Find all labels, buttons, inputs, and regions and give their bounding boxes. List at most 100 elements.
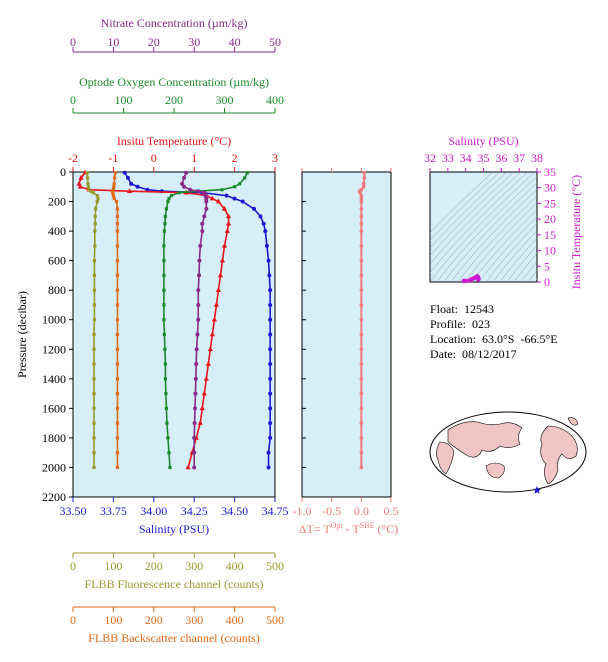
oxygen-data-point xyxy=(162,332,167,337)
ts-temperature-tick-label: 5 xyxy=(544,259,550,273)
temperature-data-point xyxy=(221,205,228,211)
fluorescence-data-point xyxy=(92,318,97,322)
temperature-data-point xyxy=(209,331,215,337)
delta-t-plot-area xyxy=(301,171,392,498)
temperature-tick-label: -1 xyxy=(108,151,118,165)
salinity-data-point xyxy=(125,175,130,180)
temperature-data-point xyxy=(205,361,211,366)
salinity-data-point xyxy=(135,184,140,189)
delta-t-axis-title: ΔT= TOpt - TSBE (°C) xyxy=(299,521,399,536)
delta-t-data-point xyxy=(359,193,364,198)
salinity-tick-label: 34.25 xyxy=(181,504,208,518)
salinity-data-point xyxy=(266,258,271,263)
temperature-data-point xyxy=(78,174,84,180)
temperature-tick-label: 1 xyxy=(191,151,197,165)
fluorescence-tick-label: 100 xyxy=(104,559,122,573)
oxygen-data-point xyxy=(162,288,166,292)
fluorescence-data-point xyxy=(85,176,90,180)
oxygen-data-point xyxy=(166,199,170,204)
backscatter-data-point xyxy=(115,244,120,248)
oxygen-data-point xyxy=(177,191,181,195)
fluorescence-data-point xyxy=(86,185,90,189)
salinity-tick-label: 33.75 xyxy=(100,504,127,518)
nitrate-data-point xyxy=(193,391,198,396)
temperature-data-point xyxy=(221,242,228,248)
backscatter-data-point xyxy=(115,362,120,366)
delta-t-data-point xyxy=(359,229,364,233)
oxygen-data-point xyxy=(163,377,168,381)
salinity-data-point xyxy=(266,450,271,455)
ts-salinity-tick-label: 34 xyxy=(460,151,472,165)
temperature-data-point xyxy=(197,420,203,425)
fluorescence-data-point xyxy=(89,189,93,193)
fluorescence-tick-label: 300 xyxy=(185,559,203,573)
map-landmass-eurasia xyxy=(447,421,523,458)
pressure-tick-label: 800 xyxy=(48,283,66,297)
delta-t-data-point xyxy=(361,182,366,186)
location-map xyxy=(429,411,587,494)
delta-t-data-point xyxy=(358,190,362,195)
backscatter-data-point xyxy=(113,176,117,180)
nitrate-tick-label: 50 xyxy=(269,35,281,49)
temperature-data-point xyxy=(219,257,226,263)
salinity-tick-label: 33.50 xyxy=(60,504,87,518)
fluorescence-data-point xyxy=(93,229,97,233)
ts-temperature-title: Insitu Temperature (°C) xyxy=(569,175,583,289)
fluorescence-data-point xyxy=(96,196,100,201)
fluorescence-data-point xyxy=(87,188,91,192)
nitrate-data-point xyxy=(193,376,198,381)
salinity-series-line xyxy=(124,172,271,468)
fluorescence-data-point xyxy=(92,259,97,263)
ts-temperature-tick-label: 15 xyxy=(544,228,556,242)
temperature-tick-label: 2 xyxy=(232,151,238,165)
temperature-data-point xyxy=(225,213,232,219)
backscatter-data-point xyxy=(115,199,119,204)
backscatter-tick-label: 400 xyxy=(226,613,244,627)
delta-t-tick-label: -0.5 xyxy=(322,504,341,518)
fluorescence-data-point xyxy=(94,207,98,211)
oxygen-data-point xyxy=(168,465,172,470)
backscatter-tick-label: 300 xyxy=(185,613,203,627)
nitrate-data-point xyxy=(198,243,203,248)
ts-salinity-tick-label: 32 xyxy=(424,151,436,165)
oxygen-tick-label: 100 xyxy=(115,93,133,107)
fluorescence-tick-label: 500 xyxy=(266,559,284,573)
nitrate-data-point xyxy=(182,184,187,189)
backscatter-data-point xyxy=(115,391,120,396)
backscatter-axis-title: FLBB Backscatter channel (counts) xyxy=(88,631,260,645)
salinity-data-point xyxy=(268,317,273,322)
ts-isopycnal-line xyxy=(430,172,522,265)
delta-t-data-point xyxy=(359,450,364,455)
pressure-axis-label: Pressure (decibar) xyxy=(15,291,29,378)
backscatter-data-point xyxy=(115,465,120,470)
ts-isopycnal-line xyxy=(457,195,537,282)
temperature-data-point xyxy=(207,346,213,352)
ts-isopycnal-line xyxy=(520,261,537,282)
backscatter-data-point xyxy=(115,259,120,263)
delta-t-data-point xyxy=(359,406,364,411)
backscatter-tick-label: 200 xyxy=(145,613,163,627)
salinity-data-point xyxy=(268,332,273,337)
nitrate-data-point xyxy=(192,421,197,426)
pressure-tick-label: 1000 xyxy=(42,313,66,327)
ts-isopycnal-line xyxy=(443,182,537,282)
salinity-data-point xyxy=(268,406,273,411)
temperature-data-point xyxy=(185,464,191,470)
ts-temperature-tick-label: 10 xyxy=(544,244,556,258)
delta-t-data-point xyxy=(359,465,364,470)
nitrate-data-point xyxy=(204,199,209,204)
temperature-data-point xyxy=(215,198,222,204)
oxygen-data-point xyxy=(238,182,242,186)
delta-t-data-point xyxy=(359,332,364,337)
temperature-data-point xyxy=(224,228,230,233)
backscatter-data-point xyxy=(115,229,120,233)
temperature-axis-title: Insitu Temperature (°C) xyxy=(117,134,231,148)
delta-t-data-point xyxy=(359,258,364,263)
pressure-tick-label: 600 xyxy=(48,254,66,268)
main-profile-panel: 0200400600800100012001400160018002000220… xyxy=(15,16,289,645)
delta-t-data-point xyxy=(359,221,364,226)
oxygen-data-point xyxy=(167,196,171,201)
temperature-data-point xyxy=(203,375,209,381)
float-id-text: Float: 12543 xyxy=(430,302,495,316)
delta-t-data-point xyxy=(359,391,364,396)
